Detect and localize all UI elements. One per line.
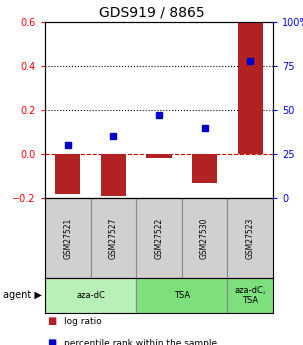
Text: ■: ■ <box>47 338 56 345</box>
Bar <box>55 154 80 194</box>
Bar <box>101 154 126 196</box>
Bar <box>227 198 273 278</box>
Bar <box>136 278 227 313</box>
Text: ■: ■ <box>47 316 56 326</box>
Text: log ratio: log ratio <box>64 316 102 325</box>
Text: agent ▶: agent ▶ <box>3 290 42 300</box>
Text: GSM27523: GSM27523 <box>246 217 255 259</box>
Bar <box>45 198 91 278</box>
Text: percentile rank within the sample: percentile rank within the sample <box>64 339 217 345</box>
Text: GDS919 / 8865: GDS919 / 8865 <box>99 5 204 19</box>
Bar <box>146 154 171 158</box>
Text: GSM27527: GSM27527 <box>109 217 118 259</box>
Text: GSM27530: GSM27530 <box>200 217 209 259</box>
Text: aza-dC: aza-dC <box>76 291 105 300</box>
Bar <box>91 198 136 278</box>
Text: aza-dC,
TSA: aza-dC, TSA <box>235 286 266 305</box>
Bar <box>45 278 136 313</box>
Bar <box>227 278 273 313</box>
Bar <box>238 22 263 154</box>
Bar <box>182 198 227 278</box>
Text: GSM27522: GSM27522 <box>155 217 164 259</box>
Bar <box>192 154 217 183</box>
Text: TSA: TSA <box>174 291 190 300</box>
Bar <box>136 198 182 278</box>
Text: GSM27521: GSM27521 <box>63 217 72 259</box>
